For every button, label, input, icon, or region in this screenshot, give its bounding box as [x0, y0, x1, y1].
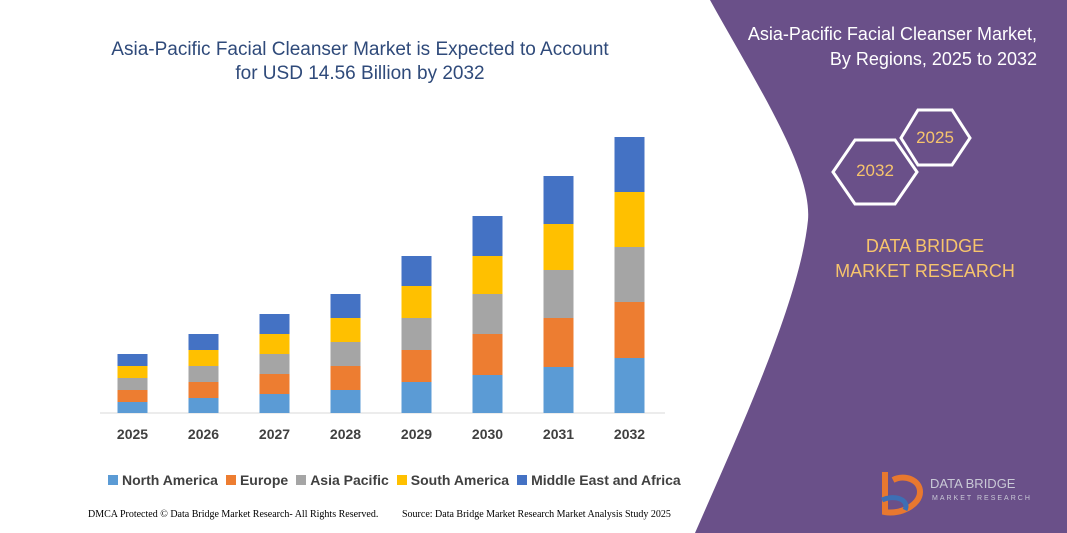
x-tick-label: 2026	[188, 426, 219, 442]
bar-segment	[614, 358, 645, 413]
legend-swatch	[517, 475, 528, 485]
bar-segment	[117, 366, 148, 378]
bar-segment	[117, 402, 148, 413]
bar-segment	[472, 375, 503, 413]
bar-segment	[543, 176, 574, 224]
x-tick-label: 2032	[614, 426, 645, 442]
bar-segment	[188, 382, 219, 398]
legend-label: South America	[410, 472, 510, 488]
x-tick-label: 2030	[472, 426, 503, 442]
logo-mark	[882, 472, 924, 516]
bar-segment	[259, 374, 290, 394]
footer-left: DMCA Protected © Data Bridge Market Rese…	[88, 509, 379, 520]
x-tick-label: 2025	[117, 426, 148, 442]
bar-segment	[330, 294, 361, 318]
x-tick-label: 2031	[543, 426, 574, 442]
bar-segment	[401, 350, 432, 382]
bar-segment	[472, 216, 503, 256]
bar-segment	[614, 192, 645, 247]
legend-swatch	[108, 475, 118, 485]
bar-segment	[259, 394, 290, 413]
legend-label: Europe	[239, 472, 289, 488]
bar-segment	[472, 256, 503, 294]
chart-title: Asia-Pacific Facial Cleanser Market is E…	[111, 39, 609, 84]
x-tick-label: 2027	[259, 426, 290, 442]
legend-label: North America	[122, 472, 218, 488]
bar-segment	[330, 366, 361, 390]
logo-mark	[880, 495, 909, 512]
logo-tagline: MARKET RESEARCH	[932, 495, 1032, 502]
legend-item: Middle East and Africa	[517, 472, 681, 488]
legend-label: Asia Pacific	[310, 472, 389, 488]
legend-item: Europe	[225, 472, 289, 488]
x-tick-label: 2028	[330, 426, 361, 442]
bar-segment	[543, 318, 574, 367]
legend-swatch	[296, 475, 307, 485]
legend-swatch	[225, 475, 236, 485]
bar-segment	[472, 294, 503, 334]
bar-segment	[259, 354, 290, 374]
footer-right: Source: Data Bridge Market Research Mark…	[402, 509, 671, 520]
hexagon	[831, 138, 919, 206]
bar-segment	[614, 302, 645, 358]
hexagon	[899, 108, 972, 167]
legend-label: Middle East and Africa	[531, 472, 681, 488]
bar-segment	[117, 390, 148, 402]
legend-item: South America	[396, 472, 510, 488]
bar-segment	[401, 286, 432, 318]
brand: DATA BRIDGE MARKET RESEARCH	[835, 236, 1015, 281]
bar-segment	[330, 342, 361, 366]
bar-segment	[188, 398, 219, 413]
bar-segment	[401, 256, 432, 286]
legend-item: Asia Pacific	[296, 472, 389, 488]
bar-segment	[614, 137, 645, 192]
bar-segment	[543, 367, 574, 413]
side-panel	[695, 0, 1067, 533]
bar-segment	[188, 366, 219, 382]
badge: 2032	[856, 161, 894, 180]
panel-title: Asia-Pacific Facial Cleanser Market, By …	[747, 24, 1037, 69]
legend: North America Europe Asia Pacific South Ame…	[108, 472, 681, 488]
bar-segment	[188, 350, 219, 366]
logo-name: DATA BRIDGE	[930, 476, 1016, 491]
bar-segment	[472, 334, 503, 375]
legend-item: North America	[108, 472, 218, 488]
bar-segment	[543, 270, 574, 318]
bar-segment	[117, 354, 148, 366]
bar-segment	[330, 318, 361, 342]
bar-segment	[401, 382, 432, 413]
bar-segment	[259, 314, 290, 334]
bar-segment	[188, 334, 219, 350]
legend-swatch	[396, 475, 407, 485]
x-tick-label: 2029	[401, 426, 432, 442]
badge: 2025	[916, 128, 954, 147]
bar-segment	[330, 390, 361, 413]
bar-segment	[259, 334, 290, 354]
bar-segment	[401, 318, 432, 350]
bar-segment	[614, 247, 645, 302]
bar-segment	[117, 378, 148, 390]
bar-segment	[543, 224, 574, 270]
